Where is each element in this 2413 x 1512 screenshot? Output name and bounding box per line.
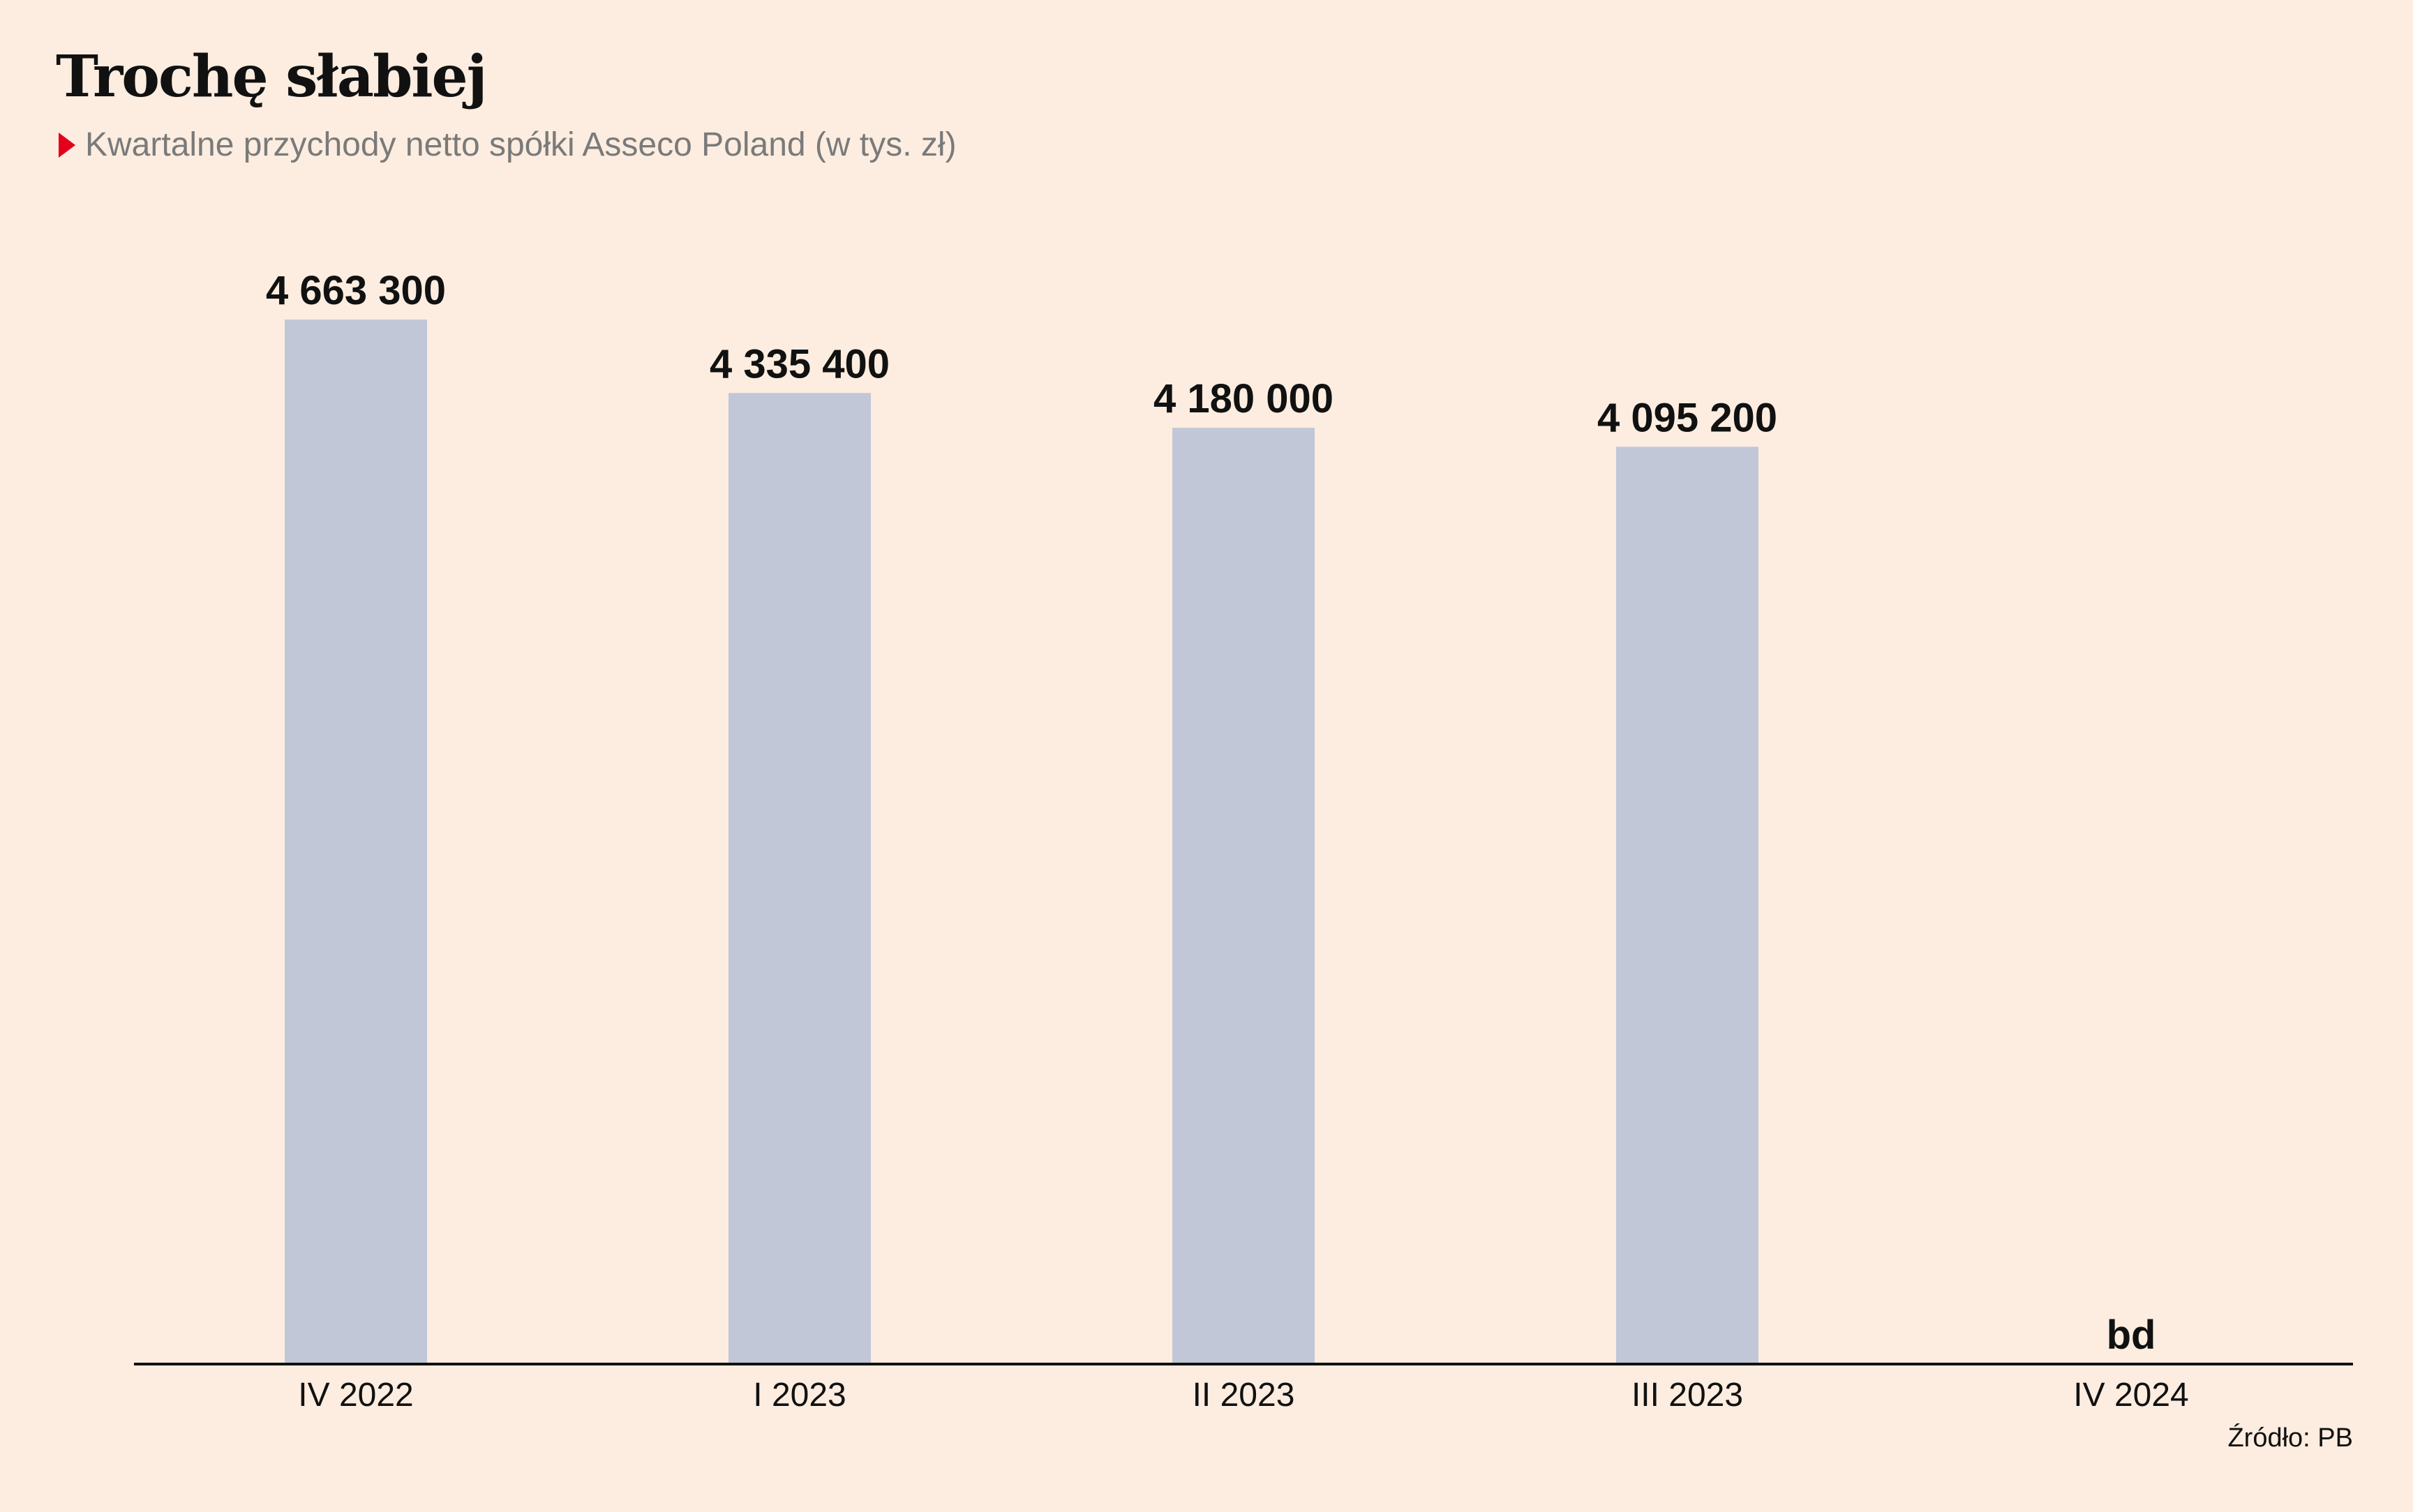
chart-subtitle-text: Kwartalne przychody netto spółki Asseco …: [85, 126, 957, 163]
x-tick-label-0: IV 2022: [298, 1377, 413, 1414]
chart-subtitle: Kwartalne przychody netto spółki Asseco …: [59, 126, 957, 164]
bar-1: [729, 393, 871, 1364]
data-label-4: bd: [2107, 1312, 2156, 1358]
x-tick-label-3: III 2023: [1631, 1377, 1743, 1414]
bar-2: [1172, 428, 1315, 1364]
subtitle-marker-icon: [59, 132, 75, 158]
chart-title: Trochę słabiej: [56, 43, 487, 110]
data-label-0: 4 663 300: [266, 268, 446, 313]
bar-0: [285, 320, 427, 1364]
source-note: Źródło: PB: [2227, 1423, 2353, 1453]
x-tick-label-4: IV 2024: [2073, 1377, 2188, 1414]
data-label-2: 4 180 000: [1153, 376, 1334, 421]
x-tick-label-2: II 2023: [1193, 1377, 1295, 1414]
x-tick-label-1: I 2023: [753, 1377, 846, 1414]
data-label-3: 4 095 200: [1597, 395, 1777, 440]
data-label-1: 4 335 400: [710, 341, 890, 387]
bar-3: [1616, 447, 1758, 1365]
